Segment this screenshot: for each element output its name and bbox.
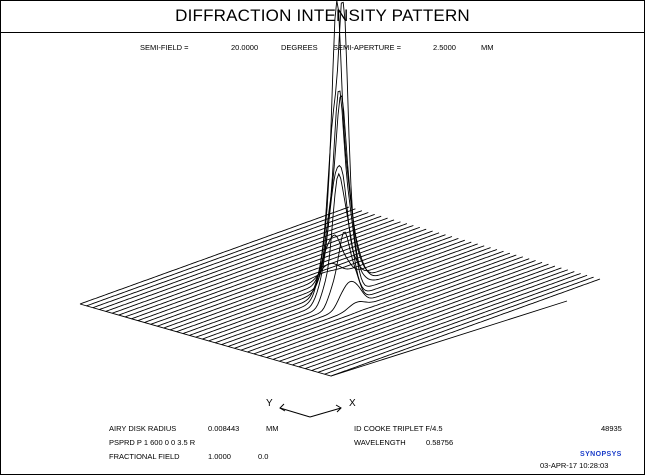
surface-scanline [137,223,408,322]
surface-scanline [234,250,504,349]
title-divider [1,32,644,33]
surface-scanline [92,210,363,309]
surface-scanline [144,225,414,323]
fractional-field-value-1: 1.0000 [208,452,231,461]
job-number: 48935 [601,424,622,433]
fractional-field-value-2: 0.0 [258,452,269,461]
surface-scanline [330,278,601,377]
surface-scanline [311,273,581,371]
surface-scanline [124,219,395,318]
surface-scanline [279,263,549,362]
date-time: 03-APR-17 10:28:03 [540,461,609,470]
surface-front-edge [79,300,568,377]
surface-scanline [189,164,459,336]
y-axis-arrow [279,407,311,418]
surface-scanline [163,230,433,329]
surface-scanline [305,271,575,370]
airy-disk-value: 0.008443 [208,424,240,433]
surface-scanline [79,206,350,305]
lens-id: ID COOKE TRIPLET F/4.5 [354,424,443,433]
surface-scanline [221,172,491,346]
surface-scanline [317,274,588,373]
axis-indicator [279,403,342,418]
semi-field-value: 20.0000 [231,43,259,52]
x-arrowhead-icon [335,404,342,413]
semi-aperture-unit: MM [481,43,494,52]
x-axis-arrow [309,407,342,418]
surface-scanline [105,213,375,312]
page-title: DIFFRACTION INTENSITY PATTERN [175,6,470,25]
surface-scanline [266,260,536,358]
surface-scanline [215,90,485,344]
airy-disk-unit: MM [266,424,279,433]
surface-scanline [272,261,543,360]
airy-disk-label: AIRY DISK RADIUS [109,424,177,433]
surface-scanline [169,232,440,331]
surface-scanline [227,231,498,347]
fractional-field-label: FRACTIONAL FIELD [109,452,180,461]
x-axis-label: X [349,398,356,409]
semi-aperture-label: SEMI-APERTURE = [333,43,402,52]
semi-aperture-value: 2.5000 [433,43,456,52]
y-arrowhead-icon [279,403,286,412]
surface-scanline [150,226,420,325]
surface-scanline [240,252,511,351]
surface-scanline [208,1,478,342]
y-axis-label: Y [266,398,273,409]
surface-scanline [247,254,517,353]
surface-scanline [202,0,472,340]
surface-scanline [176,234,446,333]
semi-field-label: SEMI-FIELD = [140,43,189,52]
wavelength-value: 0.58756 [426,438,454,447]
surface-scanline [324,276,594,375]
surface-scanline [285,265,556,364]
surface-scanline [86,208,356,307]
surface-scanline [157,228,427,327]
surface-scanline [253,256,523,355]
wavelength-label: WAVELENGTH [354,438,406,447]
brand-logo: SYNOPSYS [580,451,622,458]
surface-scanline [298,269,568,368]
surface-scanline [112,215,382,314]
surface-scanline [99,212,369,310]
surface-lines [79,0,601,377]
semi-field-unit: DEGREES [281,43,318,52]
surface-scanline [292,267,562,366]
psprd-command: PSPRD P 1 600 0 0 3.5 R [109,438,196,447]
surface-scanline [260,258,530,357]
